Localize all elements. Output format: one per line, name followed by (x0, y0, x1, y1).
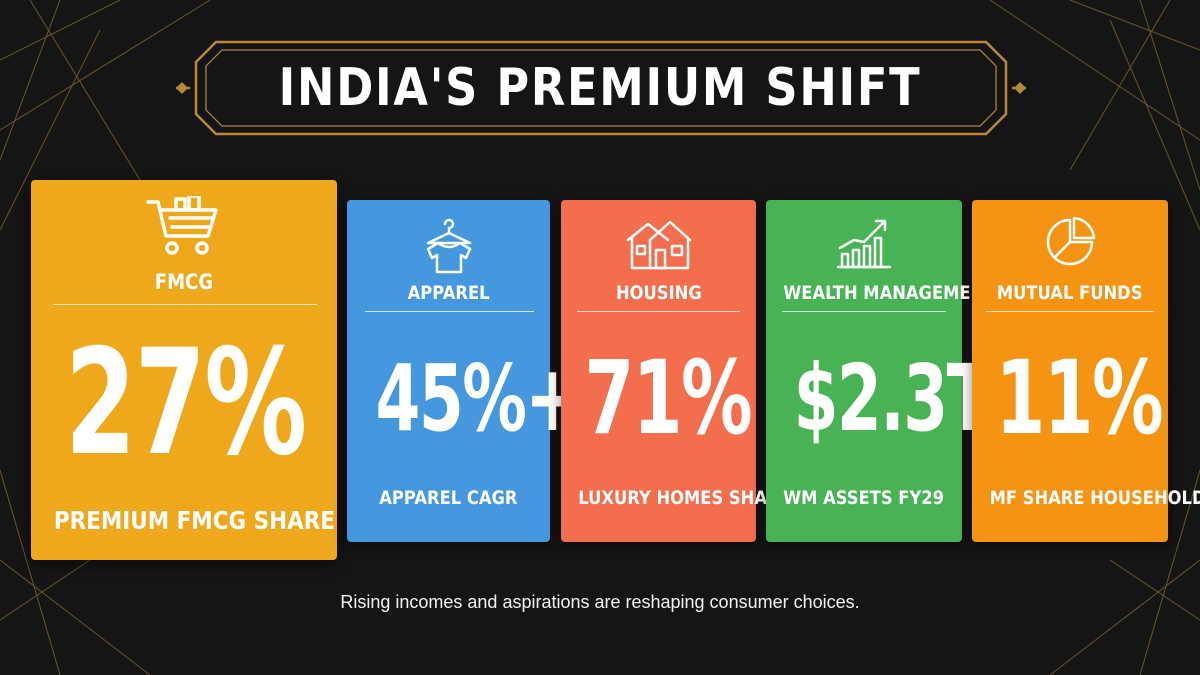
category-label: FMCG (154, 270, 214, 294)
category-label: WEALTH MANAGEMENT (783, 282, 996, 304)
growth-chart-icon (766, 214, 962, 270)
pie-chart-icon (972, 216, 1168, 268)
card-housing: HOUSING 71% LUXURY HOMES SHARE (561, 200, 791, 542)
stat-value: $2.3T (793, 345, 991, 452)
divider (365, 311, 534, 312)
t-shirt-hanger-icon (347, 216, 550, 274)
divider (986, 311, 1154, 312)
stat-description: LUXURY HOMES SHARE (578, 487, 791, 509)
page-title: INDIA'S PREMIUM SHIFT (278, 58, 922, 118)
divider (53, 304, 317, 305)
card-mutual-funds: MUTUAL FUNDS 11% MF SHARE HOUSEHOLD (972, 200, 1200, 542)
stat-description: APPAREL CAGR (379, 487, 518, 509)
stat-value: 71% (584, 339, 753, 458)
house-icon (561, 218, 756, 270)
card-fmcg: FMCG 27% PREMIUM FMCG SHARE (31, 180, 337, 560)
stat-value: 45%+ (375, 345, 580, 452)
title-frame (176, 40, 1026, 136)
card-apparel: APPAREL 45%+ APPAREL CAGR (347, 200, 579, 542)
divider (577, 311, 740, 312)
stat-description: WM ASSETS FY29 (783, 487, 945, 509)
category-label: APPAREL (407, 282, 490, 304)
category-label: MUTUAL FUNDS (997, 282, 1143, 304)
stat-value: 11% (995, 339, 1164, 458)
category-label: HOUSING (615, 282, 702, 304)
stat-value: 27% (64, 318, 307, 488)
shopping-cart-icon (31, 196, 337, 258)
stat-description: PREMIUM FMCG SHARE (53, 506, 335, 535)
card-wealth-management: WEALTH MANAGEMENT $2.3T WM ASSETS FY29 (766, 200, 995, 542)
stat-description: MF SHARE HOUSEHOLD (989, 487, 1200, 509)
footer-caption: Rising incomes and aspirations are resha… (340, 592, 860, 612)
divider (782, 311, 946, 312)
